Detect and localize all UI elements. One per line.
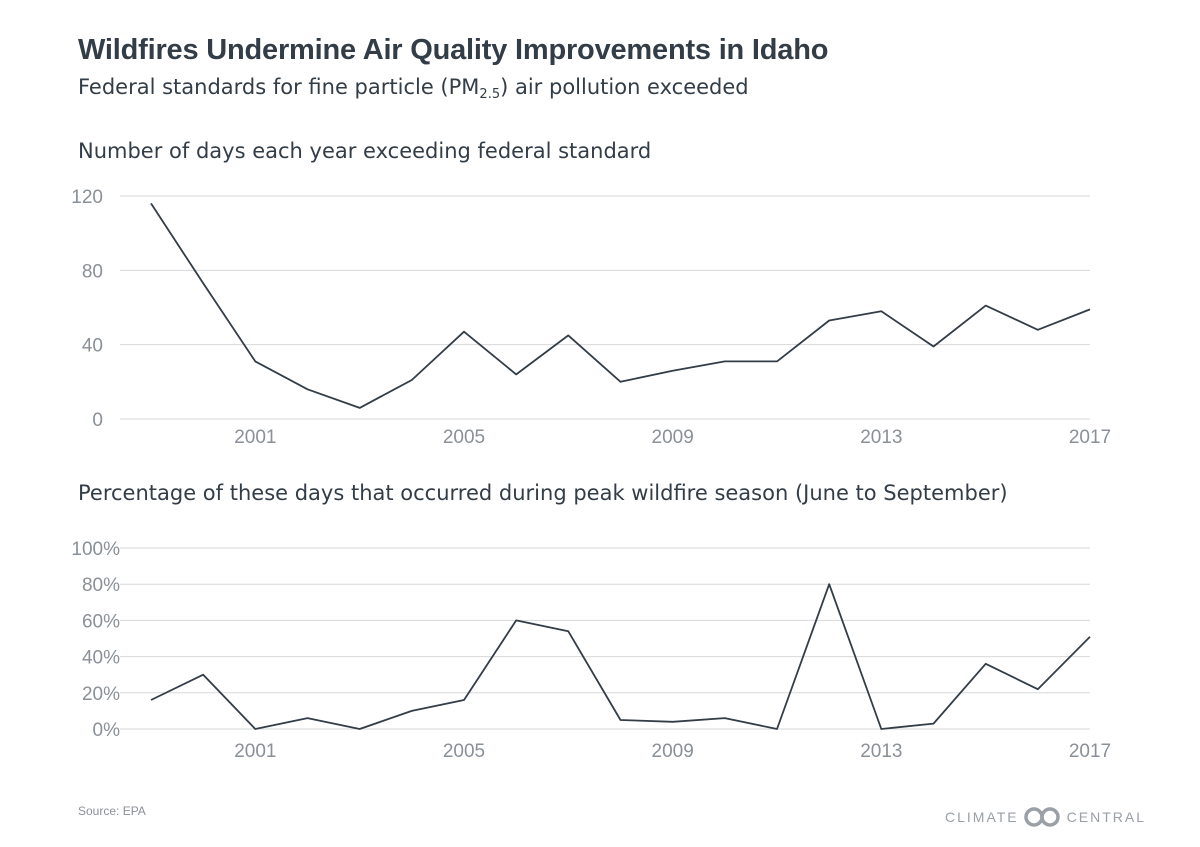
pct-x-tick-label: 2005 bbox=[443, 741, 485, 762]
brand-left: CLIMATE bbox=[945, 809, 1019, 825]
subtitle-after: ) air pollution exceeded bbox=[500, 75, 749, 99]
chart-subtitle: Federal standards for fine particle (PM2… bbox=[78, 75, 749, 102]
subtitle-subscript: 2.5 bbox=[479, 87, 501, 102]
pct-y-tick-label: 0% bbox=[93, 720, 121, 741]
days-y-tick-label: 0 bbox=[92, 410, 103, 431]
days-chart-title: Number of days each year exceeding feder… bbox=[78, 139, 652, 163]
pct-x-tick-label: 2017 bbox=[1069, 741, 1111, 762]
pct-x-tick-label: 2013 bbox=[860, 741, 902, 762]
chart-title: Wildfires Undermine Air Quality Improvem… bbox=[78, 34, 829, 66]
interlocking-circles-icon bbox=[1023, 807, 1060, 827]
days-y-tick-label: 40 bbox=[82, 336, 103, 357]
pct-y-tick-label: 80% bbox=[82, 575, 120, 596]
climate-central-brand: CLIMATE CENTRAL bbox=[945, 807, 1146, 827]
pct-y-tick-label: 20% bbox=[82, 684, 120, 705]
days-series-line bbox=[150, 202, 1091, 409]
pct-x-tick-label: 2009 bbox=[652, 741, 694, 762]
pct-series-line bbox=[150, 583, 1091, 730]
source-note: Source: EPA bbox=[78, 804, 146, 818]
days-x-tick-label: 2005 bbox=[443, 427, 485, 448]
brand-right: CENTRAL bbox=[1066, 809, 1146, 825]
days-exceeding-chart: 0 40 80 120 2001 2005 2009 2013 2017 bbox=[71, 187, 1111, 448]
days-x-tick-label: 2013 bbox=[860, 427, 902, 448]
days-x-tick-label: 2009 bbox=[652, 427, 694, 448]
days-y-tick-label: 80 bbox=[82, 261, 103, 282]
days-y-tick-label: 120 bbox=[71, 187, 103, 208]
pct-y-tick-label: 40% bbox=[82, 648, 120, 669]
pct-y-tick-label: 60% bbox=[82, 611, 120, 632]
peak-season-percentage-chart: 0% 20% 40% 60% 80% 100% 2001 2005 2009 2013 2017 bbox=[71, 539, 1111, 762]
pct-y-tick-label: 100% bbox=[71, 539, 120, 560]
pct-x-tick-label: 2001 bbox=[234, 741, 276, 762]
subtitle-before: Federal standards for fine particle (PM bbox=[78, 75, 480, 99]
days-x-tick-label: 2001 bbox=[234, 427, 276, 448]
percentage-chart-title: Percentage of these days that occurred d… bbox=[78, 481, 1008, 505]
days-x-tick-label: 2017 bbox=[1069, 427, 1111, 448]
